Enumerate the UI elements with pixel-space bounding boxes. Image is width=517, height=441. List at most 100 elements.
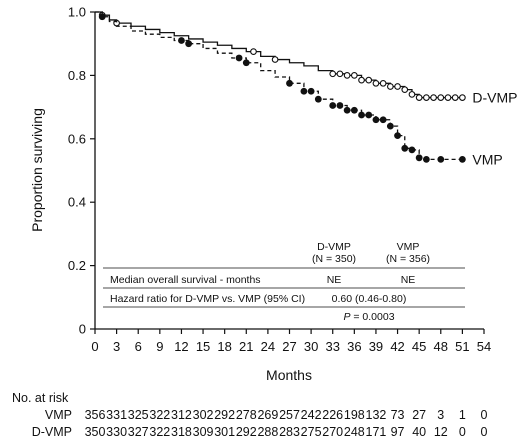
x-tick-label: 33 <box>325 339 339 354</box>
inset-row1-vmp: NE <box>401 274 416 286</box>
censor-mark-d-vmp <box>423 94 430 101</box>
x-tick-label: 0 <box>91 339 98 354</box>
censor-mark-vmp <box>286 79 293 87</box>
y-tick-label: 0.4 <box>68 195 86 210</box>
survival-curves: D-VMP VMP <box>95 11 517 167</box>
censor-mark-d-vmp <box>329 70 337 78</box>
censor-mark-d-vmp <box>430 94 437 101</box>
risk-value: 309 <box>193 425 214 439</box>
x-tick-label: 42 <box>390 339 404 354</box>
x-tick-label: 9 <box>156 339 163 354</box>
censor-mark-d-vmp <box>336 70 344 78</box>
inset-p-value: P = 0.0003 <box>343 311 394 323</box>
risk-value: 198 <box>344 408 365 422</box>
risk-value: 226 <box>322 408 343 422</box>
y-tick-label: 1.0 <box>68 5 86 20</box>
risk-value: 322 <box>149 425 170 439</box>
inset-col-n-vmp: (N = 356) <box>386 253 430 265</box>
censor-mark-vmp <box>336 102 344 109</box>
risk-value: 356 <box>85 408 106 422</box>
risk-table-title: No. at risk <box>12 391 69 405</box>
censor-mark-vmp <box>358 111 365 119</box>
censor-mark-d-vmp <box>379 79 387 87</box>
risk-value: 275 <box>301 425 322 439</box>
risk-value: 325 <box>128 408 149 422</box>
x-tick-label: 21 <box>239 339 253 354</box>
inset-col-n-dvmp: (N = 350) <box>312 253 356 265</box>
censor-mark-vmp <box>365 111 373 119</box>
x-tick-label: 51 <box>455 339 469 354</box>
x-tick-label: 30 <box>304 339 318 354</box>
risk-value: 270 <box>322 425 343 439</box>
censor-mark-d-vmp <box>401 86 409 94</box>
risk-value: 318 <box>171 425 192 439</box>
y-tick-label: 0.2 <box>68 258 86 273</box>
risk-value: 292 <box>236 425 257 439</box>
risk-value: 97 <box>391 425 405 439</box>
censor-mark-vmp <box>386 122 394 130</box>
y-axis-ticks: 0 0.2 0.4 0.6 0.8 1.0 <box>68 5 95 337</box>
inset-row2-value: 0.60 (0.46-0.80) <box>332 293 407 305</box>
x-axis-label: Months <box>266 367 312 383</box>
x-tick-label: 27 <box>282 339 296 354</box>
risk-value: 0 <box>459 425 466 439</box>
x-tick-label: 24 <box>261 339 275 354</box>
censor-mark-d-vmp <box>250 48 257 55</box>
risk-value: 288 <box>257 425 278 439</box>
risk-value: 1 <box>459 408 466 422</box>
risk-table: No. at risk VMP D-VMP 356 331 325 322 312 302… <box>12 391 488 439</box>
censor-mark-vmp <box>394 132 401 140</box>
censor-mark-d-vmp <box>444 94 452 101</box>
risk-value: 331 <box>106 408 127 422</box>
censor-mark-vmp <box>307 87 315 95</box>
series-line-vmp <box>95 11 463 161</box>
censor-mark-vmp <box>372 116 380 124</box>
risk-value: 301 <box>214 425 235 439</box>
censor-mark-vmp <box>401 144 409 152</box>
risk-value: 242 <box>301 408 322 422</box>
censor-mark-vmp <box>235 54 243 62</box>
series-end-label-vmp: VMP <box>472 151 502 167</box>
inset-col-header-vmp: VMP <box>397 241 420 253</box>
risk-value: 257 <box>279 408 300 422</box>
risk-value: 0 <box>481 408 488 422</box>
risk-value: 327 <box>128 425 149 439</box>
censor-mark-d-vmp <box>372 79 380 87</box>
risk-value: 283 <box>279 425 300 439</box>
risk-value: 3 <box>437 408 444 422</box>
risk-value: 312 <box>171 408 192 422</box>
y-tick-label: 0 <box>79 322 86 337</box>
censor-mark-vmp <box>329 102 337 109</box>
censor-mark-vmp <box>422 156 430 163</box>
censor-mark-d-vmp <box>459 94 466 101</box>
y-tick-label: 0.8 <box>68 68 86 83</box>
x-tick-label: 54 <box>477 339 491 354</box>
risk-value: 330 <box>106 425 127 439</box>
risk-value: 350 <box>85 425 106 439</box>
censor-mark-vmp <box>437 156 445 163</box>
risk-value: 292 <box>214 408 235 422</box>
censor-mark-d-vmp <box>415 94 423 101</box>
risk-value: 0 <box>481 425 488 439</box>
censor-mark-d-vmp <box>358 76 365 84</box>
risk-value: 132 <box>366 408 387 422</box>
risk-value: 322 <box>149 408 170 422</box>
x-tick-label: 39 <box>369 339 383 354</box>
censor-mark-d-vmp <box>394 83 401 90</box>
censor-mark-vmp <box>379 116 387 124</box>
censor-mark-vmp <box>408 146 416 154</box>
risk-row-label-vmp: VMP <box>45 408 72 422</box>
series-line-d-vmp <box>95 11 463 99</box>
inset-col-header-dvmp: D-VMP <box>317 241 351 253</box>
x-tick-label: 6 <box>135 339 142 354</box>
censor-mark-vmp <box>178 37 185 44</box>
risk-value: 40 <box>412 425 426 439</box>
x-tick-label: 45 <box>412 339 426 354</box>
censor-mark-vmp <box>185 40 193 48</box>
series-end-label-d-vmp: D-VMP <box>472 90 517 106</box>
x-axis-ticks: 0 3 6 9 12 15 18 21 24 27 30 33 36 39 42 45 48 51 54 <box>91 329 491 354</box>
x-tick-label: 48 <box>434 339 448 354</box>
censor-mark-vmp <box>314 95 322 103</box>
x-tick-label: 15 <box>196 339 210 354</box>
